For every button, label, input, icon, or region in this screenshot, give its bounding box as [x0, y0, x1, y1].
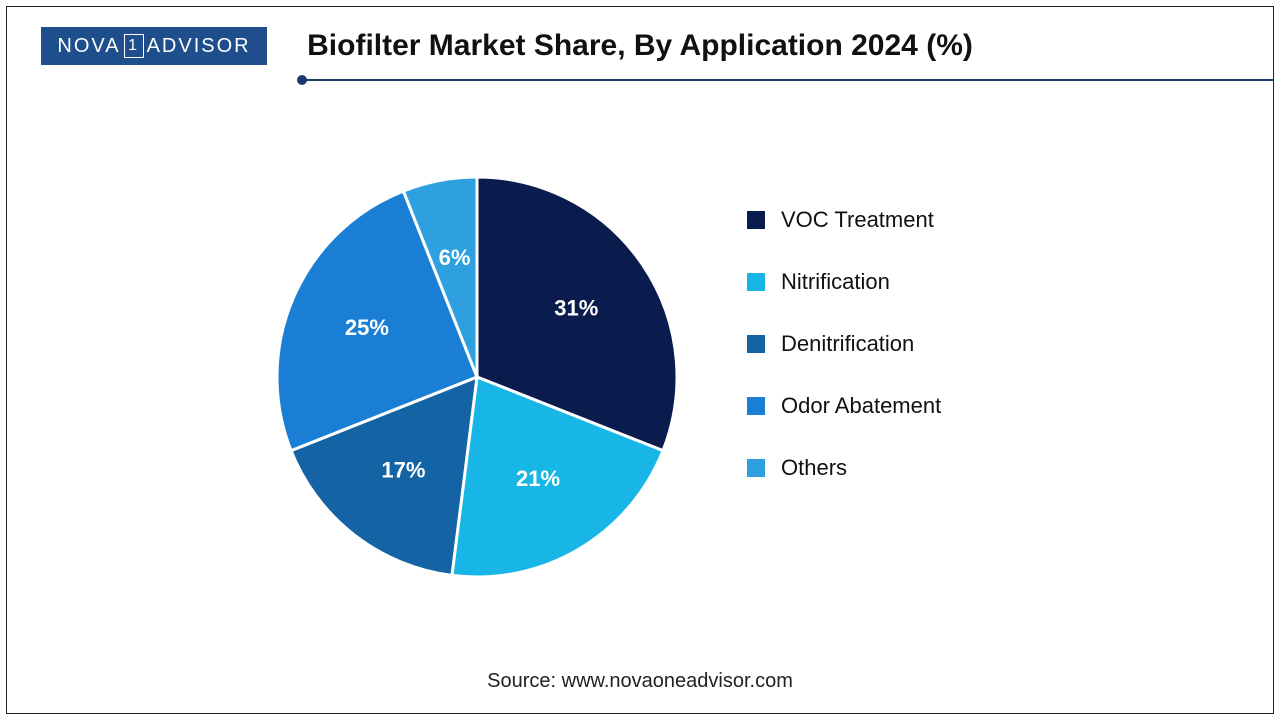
pie-chart: 31% 21% 17% 25% 6%	[267, 167, 687, 587]
legend-swatch	[747, 459, 765, 477]
pie-svg: 31% 21% 17% 25% 6%	[267, 167, 687, 587]
legend-label: Odor Abatement	[781, 393, 941, 419]
pie-slice-label: 6%	[439, 245, 471, 270]
pie-slice-label: 25%	[345, 315, 389, 340]
legend-swatch	[747, 211, 765, 229]
legend-label: Others	[781, 455, 847, 481]
chart-frame: NOVA 1 ADVISOR Biofilter Market Share, B…	[6, 6, 1274, 714]
legend-item: Others	[747, 455, 941, 481]
title-rule	[297, 73, 1273, 85]
legend-item: VOC Treatment	[747, 207, 941, 233]
legend-swatch	[747, 335, 765, 353]
legend-item: Odor Abatement	[747, 393, 941, 419]
legend-label: VOC Treatment	[781, 207, 934, 233]
source-text: Source: www.novaoneadvisor.com	[7, 670, 1273, 693]
legend-item: Denitrification	[747, 331, 941, 357]
legend-label: Nitrification	[781, 269, 890, 295]
legend-item: Nitrification	[747, 269, 941, 295]
legend-swatch	[747, 397, 765, 415]
legend: VOC Treatment Nitrification Denitrificatio…	[747, 207, 941, 517]
pie-slice-label: 31%	[554, 295, 598, 320]
legend-swatch	[747, 273, 765, 291]
pie-slice-label: 17%	[381, 458, 425, 483]
pie-slice-label: 21%	[516, 466, 560, 491]
legend-label: Denitrification	[781, 331, 914, 357]
rule-line	[303, 79, 1273, 81]
chart-title: Biofilter Market Share, By Application 2…	[7, 29, 1273, 63]
